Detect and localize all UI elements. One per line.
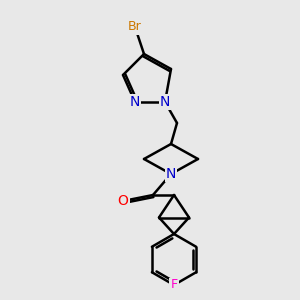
Text: O: O [118, 194, 128, 208]
Text: N: N [166, 167, 176, 181]
Text: F: F [170, 278, 178, 292]
Text: N: N [160, 95, 170, 109]
Text: N: N [130, 95, 140, 109]
Text: Br: Br [128, 20, 142, 34]
